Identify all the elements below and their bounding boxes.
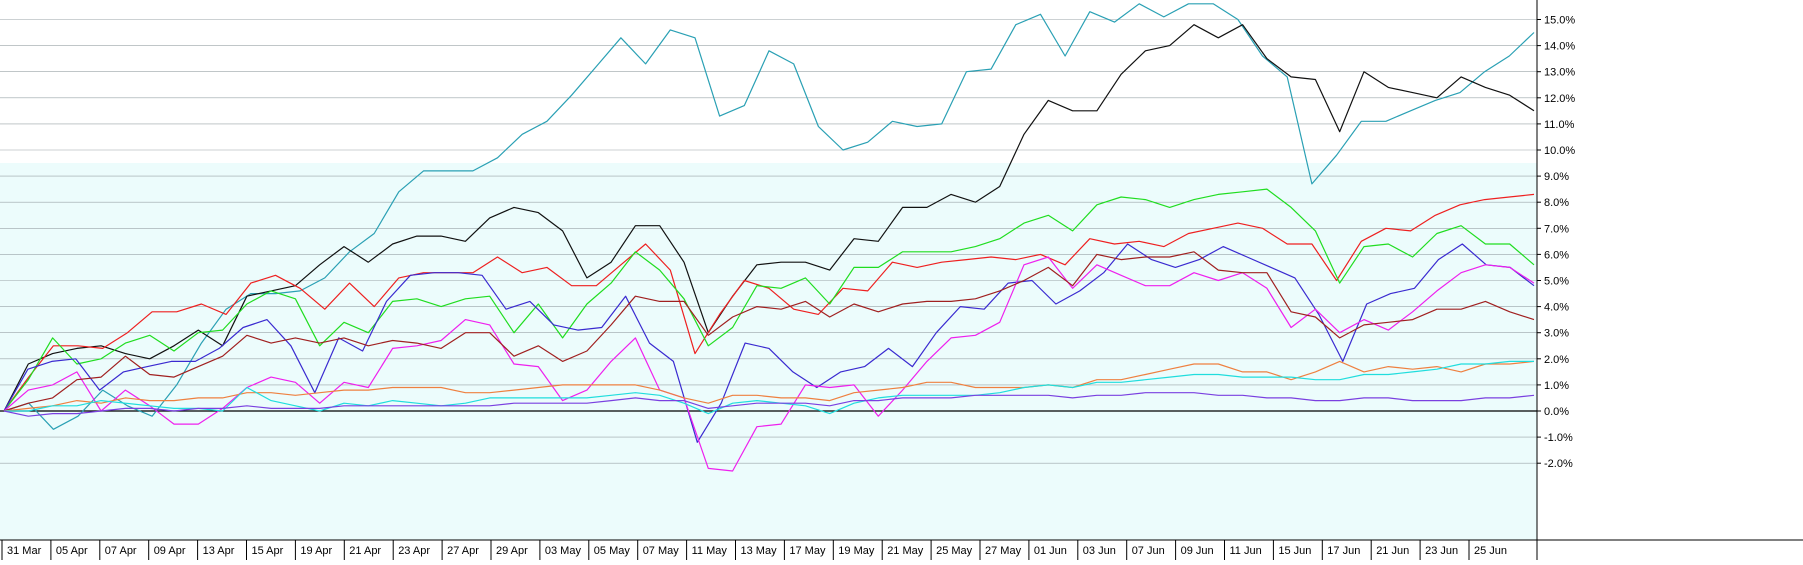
x-tick-label-20: 27 May <box>985 545 1022 557</box>
y-tick-label-3: 1.0% <box>1544 380 1569 392</box>
y-tick-label-12: 10.0% <box>1544 145 1575 157</box>
series-layer <box>3 3 1535 472</box>
plot-area-shaded <box>0 163 1537 541</box>
x-tick-label-23: 07 Jun <box>1132 545 1165 557</box>
series-line-4 <box>3 188 1535 412</box>
y-tick-labels: -2.0% -1.0% 0.0% 1.0% 2.0% 3.0% 4.0% 5.0% 6.0% 7.… <box>1537 15 1575 470</box>
x-tick-label-22: 03 Jun <box>1083 545 1116 557</box>
y-tick-label-6: 4.0% <box>1544 302 1569 314</box>
x-tick-label-8: 23 Apr <box>398 545 430 557</box>
x-tick-label-6: 19 Apr <box>300 545 332 557</box>
y-tick-label-8: 6.0% <box>1544 249 1569 261</box>
x-tick-label-13: 07 May <box>643 545 680 557</box>
y-tick-label-2: 0.0% <box>1544 406 1569 418</box>
y-tick-label-17: 15.0% <box>1544 15 1575 27</box>
y-tick-label-4: 2.0% <box>1544 354 1569 366</box>
x-tick-label-24: 09 Jun <box>1181 545 1214 557</box>
y-tick-label-5: 3.0% <box>1544 328 1569 340</box>
series-line-10 <box>3 392 1535 417</box>
x-tick-label-15: 13 May <box>741 545 778 557</box>
y-tick-label-15: 13.0% <box>1544 67 1575 79</box>
x-tick-label-9: 27 Apr <box>447 545 479 557</box>
x-tick-label-21: 01 Jun <box>1034 545 1067 557</box>
x-tick-label-16: 17 May <box>789 545 826 557</box>
x-tick-label-27: 17 Jun <box>1327 545 1360 557</box>
series-line-8 <box>3 360 1535 412</box>
x-tick-label-7: 21 Apr <box>349 545 381 557</box>
y-tick-label-1: -1.0% <box>1544 432 1573 444</box>
x-tick-label-5: 15 Apr <box>252 545 284 557</box>
x-tick-label-29: 23 Jun <box>1425 545 1458 557</box>
y-tick-label-14: 12.0% <box>1544 93 1575 105</box>
x-tick-label-30: 25 Jun <box>1474 545 1507 557</box>
x-tick-label-1: 05 Apr <box>56 545 88 557</box>
series-line-3 <box>3 193 1535 412</box>
series-line-6 <box>3 256 1535 472</box>
x-tick-label-28: 21 Jun <box>1376 545 1409 557</box>
x-tick-label-12: 05 May <box>594 545 631 557</box>
y-tick-label-16: 14.0% <box>1544 41 1575 53</box>
x-tick-label-18: 21 May <box>887 545 924 557</box>
y-tick-label-7: 5.0% <box>1544 276 1569 288</box>
x-tick-label-4: 13 Apr <box>203 545 235 557</box>
plot-background-layer <box>0 163 1537 541</box>
x-tick-label-25: 11 Jun <box>1230 545 1262 557</box>
y-tick-label-13: 11.0% <box>1544 119 1575 131</box>
x-tick-label-14: 11 May <box>692 545 728 557</box>
x-tick-label-17: 19 May <box>838 545 875 557</box>
x-tick-label-3: 09 Apr <box>154 545 186 557</box>
series-line-2 <box>3 24 1535 412</box>
y-tick-label-0: -2.0% <box>1544 458 1573 470</box>
series-line-9 <box>4 360 1534 415</box>
x-tick-label-11: 03 May <box>545 545 582 557</box>
x-tick-label-0: 31 Mar <box>7 545 42 557</box>
gridlines-layer <box>0 19 1537 464</box>
series-line-5 <box>3 243 1535 443</box>
y-tick-label-9: 7.0% <box>1544 223 1569 235</box>
x-tick-label-19: 25 May <box>936 545 973 557</box>
x-tick-labels: 31 Mar 05 Apr 07 Apr 09 Apr 13 Apr 15 Apr 19 A… <box>1 540 1507 560</box>
series-line-7 <box>3 251 1535 412</box>
x-tick-label-26: 15 Jun <box>1278 545 1311 557</box>
y-tick-label-10: 8.0% <box>1544 197 1569 209</box>
y-tick-label-11: 9.0% <box>1544 171 1569 183</box>
x-tick-label-10: 29 Apr <box>496 545 528 557</box>
x-tick-label-2: 07 Apr <box>105 545 137 557</box>
